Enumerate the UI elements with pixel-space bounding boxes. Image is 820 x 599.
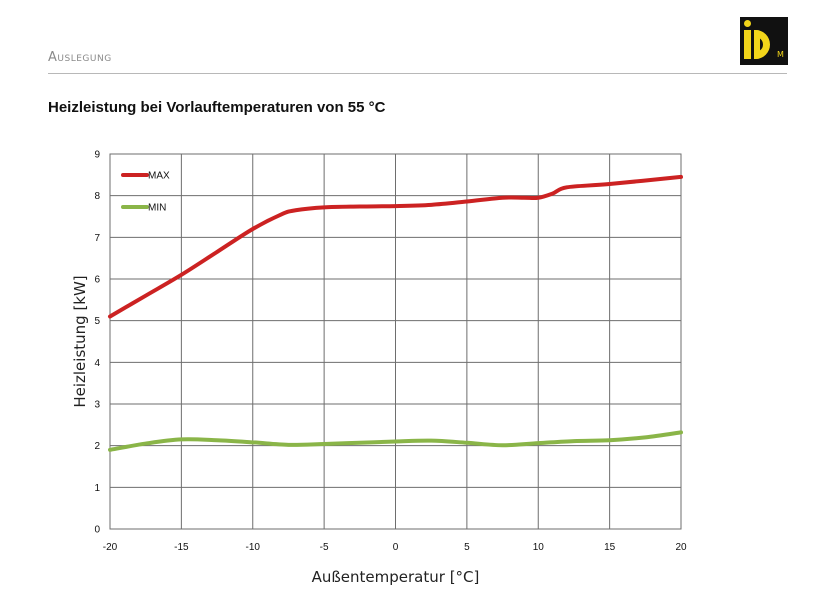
x-tick-label: -5 [320, 542, 329, 553]
series-line-min [108, 430, 683, 452]
brand-logo: M [740, 17, 788, 65]
legend-label-max: MAX [148, 171, 170, 182]
chart-legend: MAX MIN [121, 171, 170, 214]
x-axis-label: Außentemperatur [°C] [312, 568, 480, 586]
chart-ticks: -20 -15 -10 -5 0 5 10 15 20 0 1 2 3 4 5 6 7 8 9 [94, 150, 687, 554]
y-tick-label: 1 [94, 483, 100, 494]
series-line-max [108, 174, 683, 319]
y-tick-label: 6 [94, 275, 100, 286]
chart-series [108, 174, 683, 452]
y-tick-label: 4 [94, 358, 100, 369]
section-title: Auslegung [48, 50, 112, 65]
y-tick-label: 3 [94, 400, 100, 411]
logo-m-letter: M [777, 50, 784, 59]
y-tick-label: 5 [94, 316, 100, 327]
logo-d-shape [754, 30, 770, 59]
legend-label-min: MIN [148, 203, 166, 214]
logo-i-dot [744, 20, 751, 27]
logo-i-bar [744, 30, 751, 59]
y-tick-label: 9 [94, 150, 100, 161]
x-tick-label: -15 [174, 542, 189, 553]
chart-title: Heizleistung bei Vorlauftemperaturen von… [48, 99, 386, 116]
x-tick-label: 20 [675, 542, 687, 553]
x-tick-label: 15 [604, 542, 616, 553]
x-tick-label: -10 [246, 542, 261, 553]
y-tick-label: 8 [94, 191, 100, 202]
x-tick-label: 10 [533, 542, 545, 553]
x-tick-label: 5 [464, 542, 470, 553]
y-tick-label: 0 [94, 525, 100, 536]
y-axis-label: Heizleistung [kW] [71, 275, 89, 407]
x-tick-label: 0 [393, 542, 399, 553]
header-divider [48, 73, 787, 74]
x-tick-label: -20 [103, 542, 118, 553]
y-tick-label: 7 [94, 233, 100, 244]
y-tick-label: 2 [94, 441, 100, 452]
chart-grid [109, 153, 682, 530]
